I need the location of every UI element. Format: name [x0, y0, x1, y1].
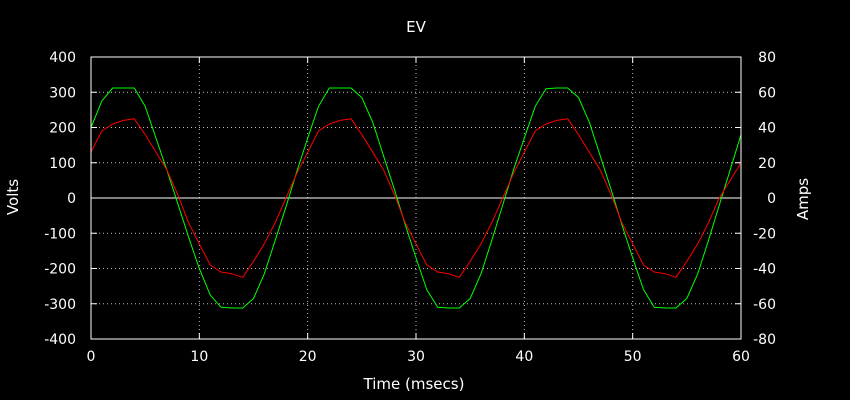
y-axis-label: Volts — [4, 179, 22, 215]
y2-tick-label: -40 — [753, 262, 776, 278]
y-tick-label: 200 — [49, 121, 76, 137]
x-axis-label: Time (msecs) — [363, 375, 465, 393]
y2-tick-label: 80 — [758, 50, 776, 66]
y-tick-label: -300 — [44, 297, 76, 313]
x-tick-label: 10 — [190, 349, 208, 365]
y-tick-label: -400 — [44, 332, 76, 348]
y-tick-label: 400 — [49, 50, 76, 66]
chart-title: EV — [406, 18, 426, 36]
y2-tick-label: -80 — [753, 332, 776, 348]
y2-tick-label: 20 — [758, 156, 776, 172]
series-line-volts — [90, 87, 742, 309]
y-tick-label: -200 — [44, 262, 76, 278]
x-tick-label: 0 — [87, 349, 96, 365]
plot-frame — [90, 56, 742, 340]
y-tick-label: 300 — [49, 85, 76, 101]
x-tick-label: 40 — [515, 349, 533, 365]
series-lines — [90, 87, 742, 309]
y-tick-label: 100 — [49, 156, 76, 172]
y2-tick-label: 40 — [758, 121, 776, 137]
tick-labels: 0 10 20 30 40 50 604003002001000-100-200-300-4… — [44, 50, 776, 365]
x-tick-label: 30 — [407, 349, 425, 365]
y-tick-label: 0 — [67, 191, 76, 207]
x-tick-label: 50 — [624, 349, 642, 365]
series-line-amps — [90, 118, 742, 278]
x-tick-label: 60 — [732, 349, 750, 365]
y2-tick-label: -60 — [753, 297, 776, 313]
y-tick-label: -100 — [44, 226, 76, 242]
y2-tick-label: -20 — [753, 226, 776, 242]
x-tick-label: 20 — [299, 349, 317, 365]
y2-tick-label: 0 — [767, 191, 776, 207]
y2-tick-label: 60 — [758, 85, 776, 101]
y2-axis-label: Amps — [794, 178, 812, 220]
